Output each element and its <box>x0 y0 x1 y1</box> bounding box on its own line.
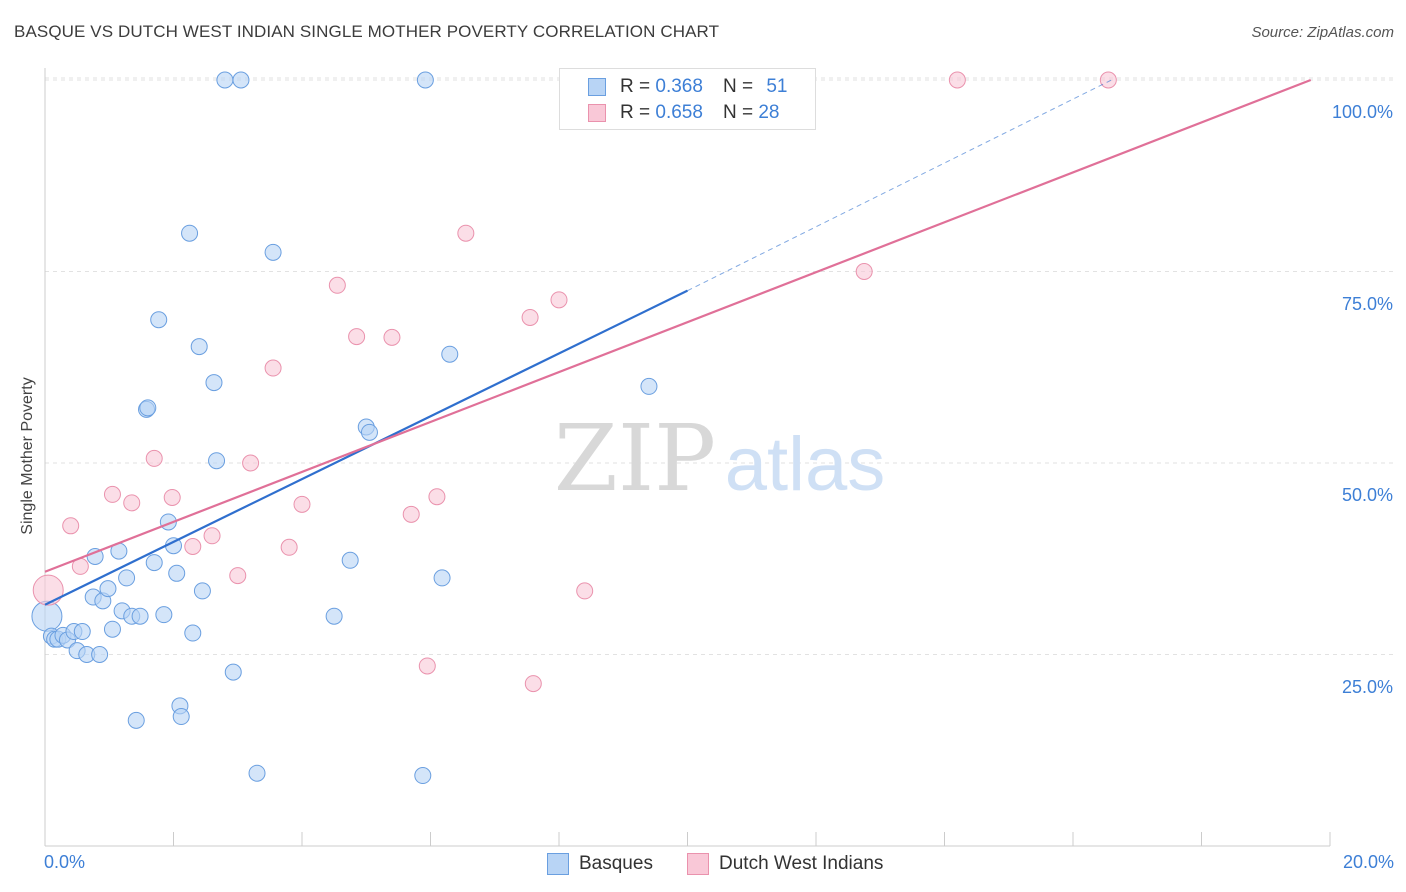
dutch-west-indians-point <box>123 494 141 512</box>
basques-point <box>190 338 208 356</box>
basques-point <box>640 377 658 395</box>
dutch-west-indians-point <box>521 308 539 326</box>
chart-title: BASQUE VS DUTCH WEST INDIAN SINGLE MOTHE… <box>14 22 720 41</box>
y-tick-label-1: 50.0% <box>1341 485 1393 505</box>
basques-point <box>172 708 190 726</box>
dutch-west-indians-point <box>428 488 446 506</box>
series-label-basques: Basques <box>579 853 653 874</box>
legend-n-value: 51 <box>766 76 788 97</box>
basques-point <box>73 623 91 641</box>
dutch-west-indians-point <box>348 328 366 346</box>
watermark-zip: ZIP <box>554 405 716 512</box>
dutch-west-indians-point <box>32 574 64 606</box>
dutch-west-indians-point <box>948 71 966 89</box>
basques-point <box>433 569 451 587</box>
basques-point <box>224 663 242 681</box>
y-tick-label-2: 75.0% <box>1341 293 1393 314</box>
series-label-dutch-west-indians: Dutch West Indians <box>719 853 884 874</box>
y-tick-label-3: 100.0% <box>1331 102 1393 122</box>
basques-point <box>103 620 121 638</box>
basques-point <box>264 243 282 261</box>
legend-n-label: N = <box>722 102 754 123</box>
basques-point <box>248 764 266 782</box>
dutch-west-indians-point <box>1099 71 1117 89</box>
basques-point <box>91 646 109 663</box>
dutch-west-indians-point <box>418 657 436 675</box>
basques-point <box>232 71 250 89</box>
legend-r-value: 0.658 <box>655 102 703 123</box>
basques-point <box>414 767 432 785</box>
basques-point <box>208 452 226 470</box>
dutch-west-indians-point <box>264 359 282 377</box>
series-legend-dutch-west-indians: Dutch West Indians <box>687 852 883 876</box>
source-credit: Source: ZipAtlas.com <box>1251 24 1394 41</box>
dutch-west-indians-point <box>62 517 80 535</box>
dutch-west-indians-point <box>145 449 163 467</box>
legend-r-value: 0.368 <box>655 76 703 97</box>
dutch-west-indians-point <box>203 527 221 545</box>
dutch-west-indians-point <box>293 495 311 513</box>
legend-swatch-pink <box>588 104 606 122</box>
dutch-west-indians-point <box>457 224 475 242</box>
basques-point <box>145 554 163 572</box>
basques-point <box>416 71 434 89</box>
dutch-west-indians-point <box>402 505 420 523</box>
dutch-west-indians-point <box>383 328 401 346</box>
dutch-west-indians-point <box>184 537 202 555</box>
basques-point <box>193 582 211 600</box>
dutch-west-indians-point <box>242 454 260 472</box>
basques-point <box>168 564 186 582</box>
trend-line-dutch-west-indians <box>44 78 1312 573</box>
dutch-west-indians-point <box>103 485 121 503</box>
basques-point <box>205 374 223 392</box>
trend-lines <box>44 78 1312 606</box>
trend-line-basques-extension <box>687 79 1112 292</box>
basques-point <box>99 580 117 598</box>
dutch-west-indians-point <box>280 538 298 556</box>
grid-lines <box>45 77 1395 655</box>
legend-n-value: 28 <box>758 102 780 123</box>
basques-point <box>184 624 202 642</box>
basques-point <box>139 399 157 417</box>
dutch-west-indians-point <box>229 567 247 585</box>
dutch-west-indians-point <box>524 675 542 693</box>
basques-point <box>150 311 168 329</box>
axes <box>44 68 1331 847</box>
legend-n-label: N = <box>722 76 754 97</box>
legend-r-label: R = <box>620 76 651 97</box>
legend-swatch-blue <box>588 78 606 96</box>
dutch-west-indians-point <box>855 263 873 280</box>
dutch-west-indians-point <box>576 582 594 600</box>
legend-row-dutch-west-indians: R = 0.658 N = 28 <box>588 101 779 125</box>
basques-point <box>341 551 359 569</box>
basques-point <box>118 569 136 587</box>
dutch-west-indians-point <box>550 291 568 309</box>
basques-point <box>325 607 343 625</box>
legend-r-label: R = <box>620 102 651 123</box>
basques-point <box>216 71 234 89</box>
x-tick-label-max: 20.0% <box>1342 852 1394 872</box>
basques-point <box>131 607 149 625</box>
data-points <box>31 71 1117 785</box>
watermark-atlas: atlas <box>725 422 886 507</box>
dutch-west-indians-point <box>163 488 181 506</box>
basques-point <box>360 423 378 441</box>
series-swatch-pink <box>687 853 709 875</box>
series-legend-basques: Basques <box>547 852 653 876</box>
y-tick-label-0: 25.0% <box>1341 676 1393 697</box>
correlation-legend: R = 0.368 N = 51 R = 0.658 N = 28 <box>559 68 816 130</box>
basques-point <box>181 224 199 242</box>
basques-point <box>441 345 459 363</box>
series-swatch-blue <box>547 853 569 875</box>
basques-point <box>31 600 63 632</box>
basques-point <box>155 606 173 624</box>
x-tick-label-min: 0.0% <box>44 852 86 872</box>
legend-row-basques: R = 0.368 N = 51 <box>588 75 787 99</box>
basques-point <box>127 711 145 729</box>
dutch-west-indians-point <box>328 276 346 294</box>
